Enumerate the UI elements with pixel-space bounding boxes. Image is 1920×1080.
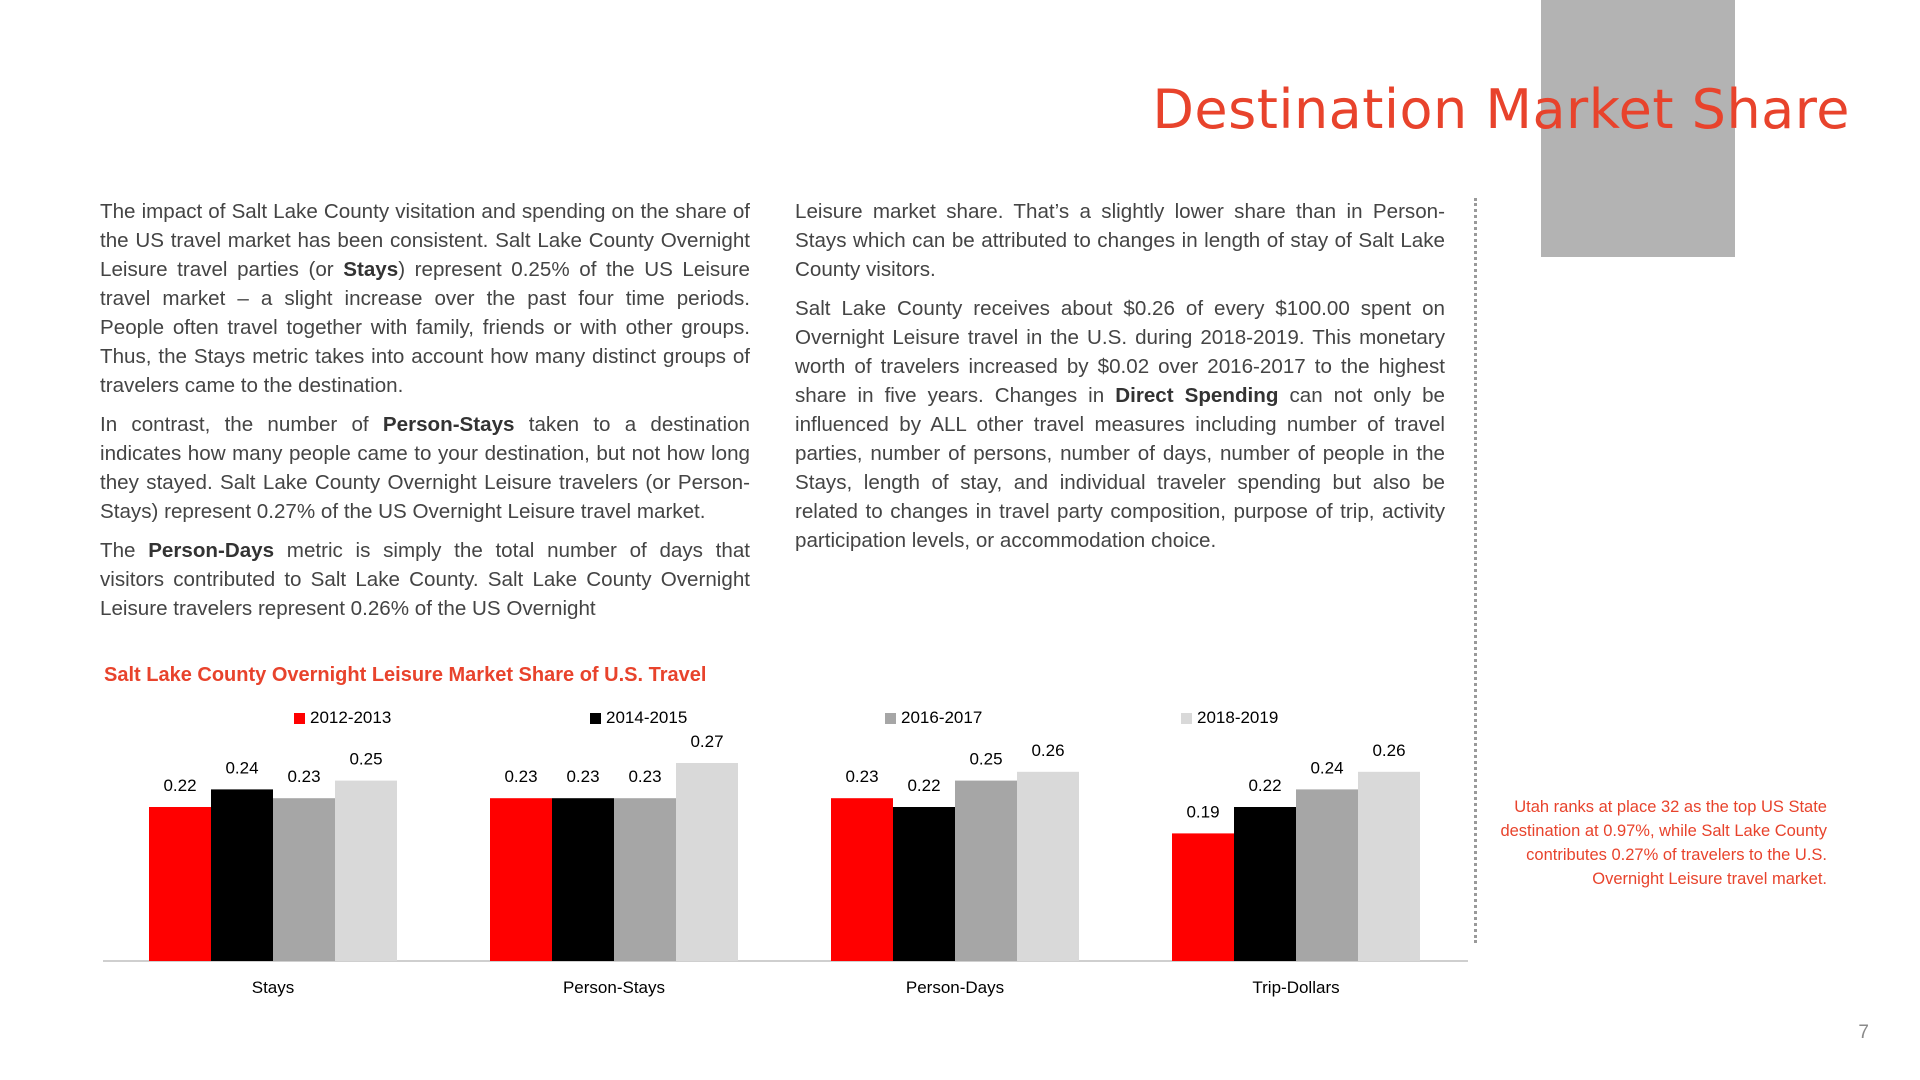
paragraph: Leisure market share. That’s a slightly …: [795, 197, 1445, 284]
bar: [614, 798, 676, 961]
data-label: 0.22: [163, 776, 196, 795]
data-label: 0.26: [1031, 741, 1064, 760]
data-label: 0.22: [907, 776, 940, 795]
bar: [1017, 771, 1079, 961]
data-label: 0.27: [690, 732, 723, 751]
data-label: 0.23: [504, 767, 537, 786]
legend-swatch: [590, 713, 601, 724]
bold-term: Stays: [343, 258, 399, 281]
bar: [893, 807, 955, 961]
data-label: 0.19: [1186, 802, 1219, 821]
legend-label: 2014-2015: [606, 708, 687, 727]
bar: [149, 807, 211, 961]
data-label: 0.23: [845, 767, 878, 786]
text-run: taken to a destination indicates how man…: [100, 413, 750, 523]
paragraph: The impact of Salt Lake County visitatio…: [100, 197, 750, 400]
legend-label: 2012-2013: [310, 708, 391, 727]
chart-title: Salt Lake County Overnight Leisure Marke…: [104, 664, 707, 686]
paragraph: In contrast, the number of Person-Stays …: [100, 410, 750, 526]
legend-swatch: [1181, 713, 1192, 724]
page-number: 7: [1858, 1022, 1869, 1043]
text-run: The: [100, 539, 149, 562]
category-label: Person-Days: [906, 978, 1004, 997]
bar: [490, 798, 552, 961]
data-label: 0.23: [287, 767, 320, 786]
bar: [831, 798, 893, 961]
column-divider: [1474, 198, 1477, 943]
text-run: Leisure market share. That’s a slightly …: [795, 200, 1445, 281]
text-run: In contrast, the number of: [100, 413, 383, 436]
paragraph: The Person-Days metric is simply the tot…: [100, 536, 750, 623]
data-label: 0.25: [349, 750, 382, 769]
text-run: metric is simply the total number of day…: [100, 539, 750, 620]
bar: [211, 789, 273, 961]
bold-term: Person-Days: [148, 539, 275, 562]
text-run: can not only be influenced by ALL other …: [795, 384, 1446, 552]
data-label: 0.26: [1372, 741, 1405, 760]
body-text-right: Leisure market share. That’s a slightly …: [795, 197, 1445, 565]
decorative-gray-block: [1541, 0, 1735, 257]
data-label: 0.24: [225, 758, 258, 777]
category-label: Stays: [252, 978, 295, 997]
bar: [1296, 789, 1358, 961]
bar: [335, 780, 397, 961]
bar: [273, 798, 335, 961]
data-label: 0.23: [628, 767, 661, 786]
body-text-left: The impact of Salt Lake County visitatio…: [100, 197, 750, 655]
text-run: Salt Lake County receives about $0.26 of…: [795, 297, 1445, 407]
side-note: Utah ranks at place 32 as the top US Sta…: [1500, 798, 1827, 888]
page-title: Destination Market Share: [1152, 78, 1850, 141]
legend-label: 2018-2019: [1197, 708, 1278, 727]
paragraph: Salt Lake County receives about $0.26 of…: [795, 294, 1445, 555]
bar: [1172, 833, 1234, 961]
legend-swatch: [294, 713, 305, 724]
data-label: 0.23: [566, 767, 599, 786]
bold-term: Person-Stays: [382, 413, 515, 436]
bar: [676, 763, 738, 961]
text-run: The impact of Salt Lake County visitatio…: [100, 200, 750, 281]
legend-label: 2016-2017: [901, 708, 982, 727]
category-label: Person-Stays: [563, 978, 665, 997]
bar: [955, 780, 1017, 961]
legend-swatch: [885, 713, 896, 724]
bar: [1234, 807, 1296, 961]
bar: [1358, 771, 1420, 961]
data-label: 0.24: [1310, 758, 1343, 777]
data-label: 0.22: [1248, 776, 1281, 795]
bar: [552, 798, 614, 961]
text-run: ) represent 0.25% of the US Leisure trav…: [100, 258, 750, 397]
data-label: 0.25: [969, 750, 1002, 769]
bold-term: Direct Spending: [1115, 384, 1279, 407]
category-label: Trip-Dollars: [1252, 978, 1339, 997]
